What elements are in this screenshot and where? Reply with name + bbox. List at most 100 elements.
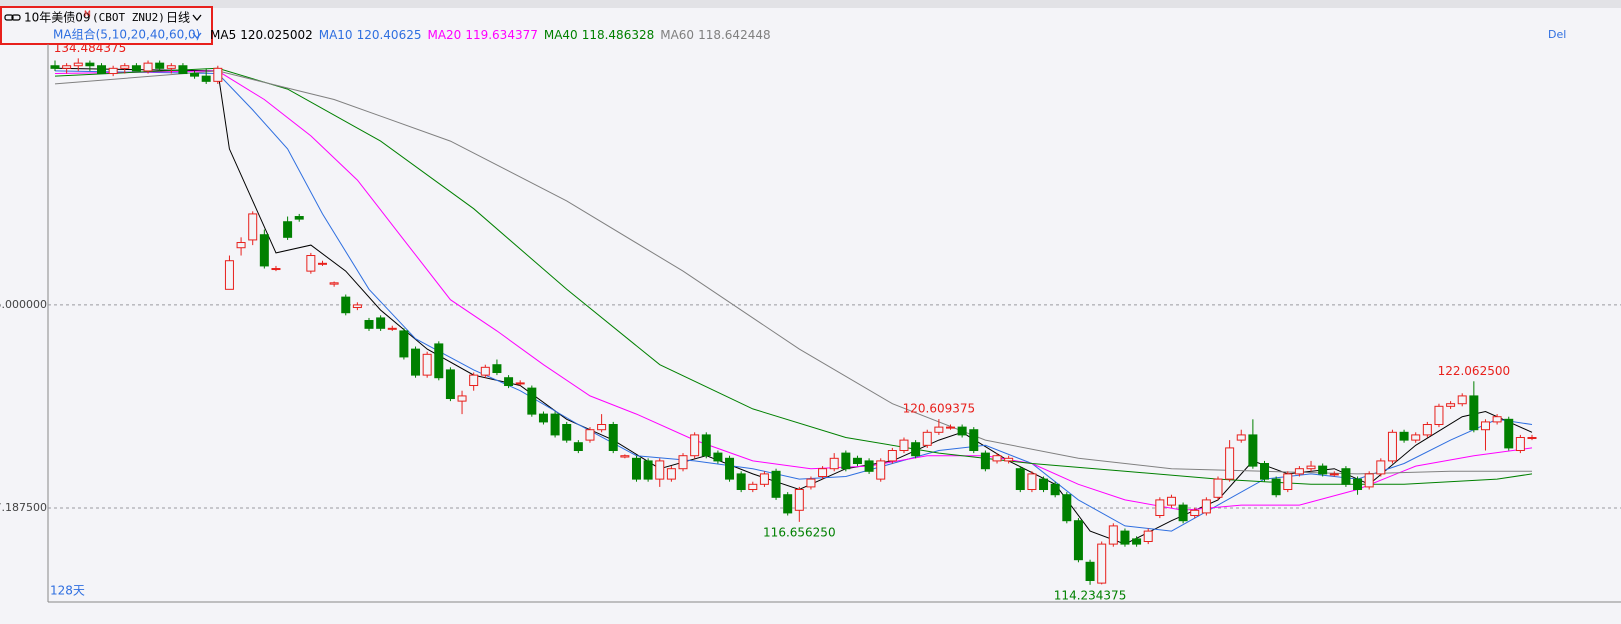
top-strip	[0, 0, 1621, 8]
ma-legend-name: MA10	[319, 28, 353, 42]
candle-body	[411, 348, 421, 376]
candle-body	[864, 460, 874, 472]
candle-body	[1457, 395, 1467, 405]
candle-body	[1504, 418, 1514, 449]
candle-body	[562, 424, 572, 441]
candle-body	[1399, 431, 1409, 441]
candle-body	[201, 75, 211, 82]
candle-body	[1294, 468, 1304, 475]
candle-body	[899, 439, 909, 452]
ma-line	[54, 70, 1533, 511]
candle-body	[783, 494, 793, 514]
candle-body	[422, 353, 432, 376]
indicator-selector[interactable]: MA组合(5,10,20,40,60,0)	[53, 27, 200, 42]
candle-body	[1422, 424, 1432, 436]
instrument-title[interactable]: 10年美债09	[24, 11, 91, 25]
candle-body	[1260, 463, 1270, 480]
candle-body	[736, 473, 746, 491]
ma-legend-name: MA5	[210, 28, 236, 42]
candle-body	[527, 387, 537, 415]
ma-legend-name: MA40	[544, 28, 578, 42]
ma-legend-name: MA20	[427, 28, 461, 42]
candle-body	[597, 424, 607, 431]
ma-legend-value: 118.642448	[698, 28, 771, 42]
candle-body	[294, 216, 304, 220]
candle-body	[445, 369, 455, 400]
candle-body	[655, 460, 665, 480]
candle-body	[352, 304, 362, 309]
candle-body	[992, 455, 1002, 462]
link-icon	[4, 14, 21, 21]
candle-body	[1492, 416, 1502, 423]
candle-body	[306, 255, 316, 272]
extreme-label: 122.062500	[1438, 364, 1511, 378]
candle-body	[1411, 434, 1421, 441]
candle-body	[166, 65, 176, 69]
candle-body	[108, 67, 118, 75]
highlight-box	[0, 6, 213, 45]
candle-body	[957, 426, 967, 436]
candle-body	[155, 62, 165, 69]
ma-legend-name: MA60	[660, 28, 694, 42]
candle-body	[236, 242, 246, 249]
candle-body	[725, 457, 735, 480]
ma-legend: MA10 120.40625	[319, 28, 422, 42]
candle-body	[1225, 447, 1235, 480]
candle-body	[1178, 504, 1188, 522]
candle-body	[690, 434, 700, 457]
dropdown-arrow[interactable]	[192, 14, 202, 22]
indicator-arrow[interactable]	[192, 32, 202, 39]
candle-body	[1108, 525, 1118, 545]
candle-body	[1073, 520, 1083, 561]
candle-body	[469, 374, 479, 387]
candle-body	[85, 62, 95, 67]
candle-body	[1155, 499, 1165, 517]
candle-body	[364, 320, 374, 329]
candle-body	[643, 460, 653, 480]
candle-body	[1341, 468, 1351, 485]
candle-body	[1004, 457, 1014, 462]
candle-body	[748, 483, 758, 491]
candle-body	[852, 457, 862, 465]
candle-body	[887, 450, 897, 462]
candle-body	[248, 213, 258, 241]
candle-body	[934, 426, 944, 433]
ma-legend: MA20 119.634377	[427, 28, 537, 42]
toolbar-right[interactable]: Del	[1548, 28, 1566, 41]
superscript: M	[84, 10, 91, 19]
candle-body	[434, 343, 444, 379]
candle-body	[678, 455, 688, 470]
candle-body	[224, 260, 234, 290]
candle-body	[387, 327, 397, 330]
candle-body	[1027, 473, 1037, 491]
candle-body	[1318, 465, 1328, 475]
candle-body	[1446, 403, 1456, 407]
candle-body	[1480, 421, 1490, 431]
candle-body	[515, 382, 525, 385]
candle-body	[946, 426, 956, 429]
candle-body	[143, 62, 153, 72]
extreme-label: 134.484375	[54, 41, 127, 55]
candle-body	[376, 317, 386, 329]
candle-body	[794, 489, 804, 511]
candle-body	[922, 431, 932, 446]
candle-body	[213, 67, 223, 82]
candle-body	[1527, 437, 1537, 440]
candle-body	[457, 395, 467, 402]
candle-body	[911, 442, 921, 457]
ma-legend: MA60 118.642448	[660, 28, 770, 42]
candle-body	[620, 455, 630, 458]
candle-body	[1469, 395, 1479, 431]
candle-body	[1062, 494, 1072, 522]
extreme-label: 116.656250	[763, 525, 836, 539]
candle-body	[771, 470, 781, 498]
candle-body	[341, 296, 351, 314]
candle-body	[1271, 478, 1281, 496]
candle-body	[1050, 483, 1060, 496]
period-selector[interactable]: 日线	[166, 11, 190, 25]
ma-legend: MA40 118.486328	[544, 28, 654, 42]
candle-body	[62, 65, 72, 69]
candle-body	[73, 62, 83, 67]
